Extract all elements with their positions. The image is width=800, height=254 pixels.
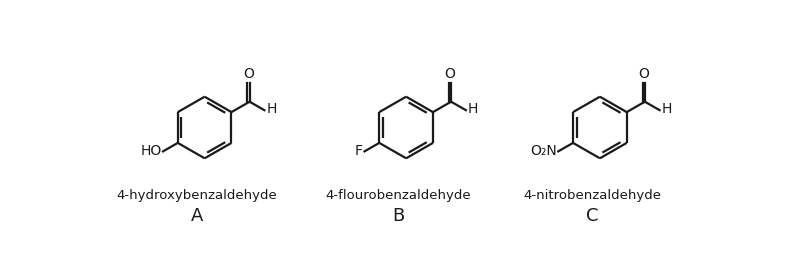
Text: F: F xyxy=(355,144,363,158)
Text: O: O xyxy=(445,67,455,81)
Text: A: A xyxy=(190,207,203,225)
Text: O: O xyxy=(243,67,254,81)
Text: 4-nitrobenzaldehyde: 4-nitrobenzaldehyde xyxy=(523,189,661,202)
Text: HO: HO xyxy=(140,144,162,158)
Text: O₂N: O₂N xyxy=(530,144,557,158)
Text: O: O xyxy=(638,67,649,81)
Text: 4-flourobenzaldehyde: 4-flourobenzaldehyde xyxy=(326,189,471,202)
Text: 4-hydroxybenzaldehyde: 4-hydroxybenzaldehyde xyxy=(117,189,278,202)
Text: H: H xyxy=(266,102,277,116)
Text: B: B xyxy=(392,207,405,225)
Text: H: H xyxy=(468,102,478,116)
Text: C: C xyxy=(586,207,598,225)
Text: H: H xyxy=(662,102,672,116)
